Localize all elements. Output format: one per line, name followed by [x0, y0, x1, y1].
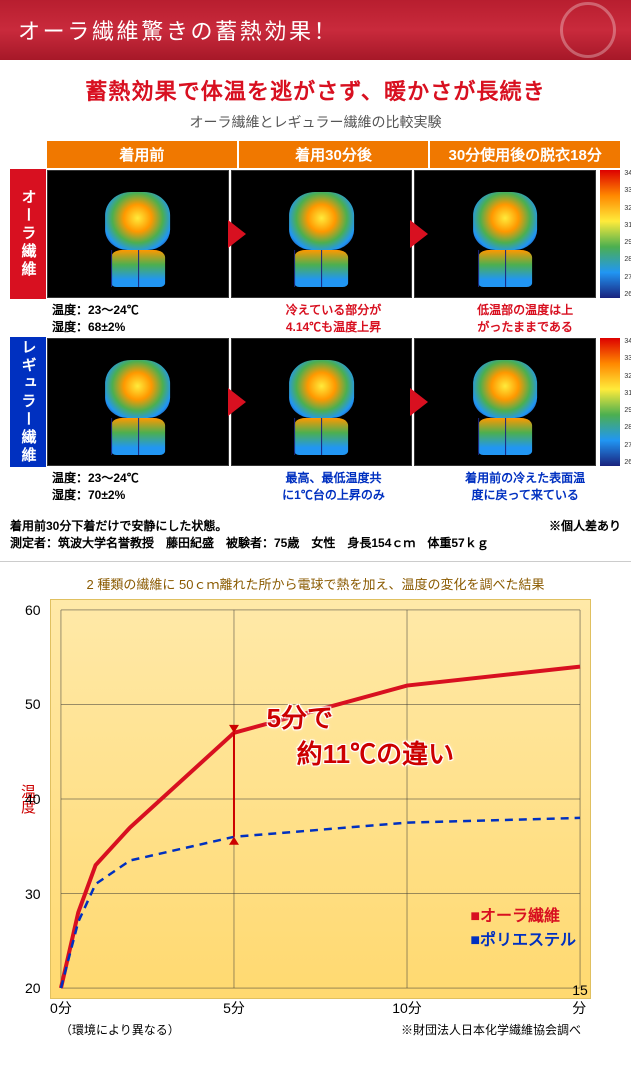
temperature-chart: 温度 5分で 約11℃の違い ■オーラ繊維 ■ポリエステル 2030405060… — [50, 599, 591, 999]
x-tick: 15分 — [572, 982, 588, 1018]
thermal-image — [47, 338, 229, 466]
col-header-2: 30分使用後の脱衣18分 — [429, 140, 621, 169]
x-tick: 10分 — [392, 998, 422, 1018]
thermal-image — [231, 338, 413, 466]
experiment-notes: 着用前30分下着だけで安静にした状態。 測定者：筑波大学名誉教授 藤田紀盛 被験… — [0, 513, 631, 555]
caption: 低温部の温度は上 がったままである — [429, 299, 621, 337]
caption: 温度：23〜24℃ 湿度：68±2% — [46, 299, 238, 337]
y-tick: 40 — [25, 791, 41, 807]
banner-header: オーラ繊維驚きの蓄熱効果！ — [0, 0, 631, 60]
note-line2: 測定者：筑波大学名誉教授 藤田紀盛 被験者：75歳 女性 身長154ｃｍ 体重5… — [10, 534, 489, 551]
note-line1: 着用前30分下着だけで安静にした状態。 — [10, 517, 489, 534]
thermal-image — [414, 170, 596, 298]
chart-title: 2 種類の繊維に 50ｃｍ離れた所から電球で熱を加え、温度の変化を調べた結果 — [0, 561, 631, 599]
caption: 最高、最低温度共 に1℃台の上昇のみ — [238, 467, 430, 505]
thermal-image — [47, 170, 229, 298]
thermal-image — [231, 170, 413, 298]
x-tick: 0分 — [50, 998, 72, 1018]
caption: 温度：23〜24℃ 湿度：70±2% — [46, 467, 238, 505]
temp-scale: 34.833.332.331.329.828.327.326.8 — [600, 338, 620, 466]
col-header-1: 着用30分後 — [238, 140, 430, 169]
temp-scale: 34.833.332.331.329.828.327.326.8 — [600, 170, 620, 298]
y-tick: 30 — [25, 886, 41, 902]
caption: 冷えている部分が 4.14℃も温度上昇 — [238, 299, 430, 337]
x-tick: 5分 — [223, 998, 245, 1018]
chart-footer-left: （環境により異なる） — [60, 1021, 180, 1038]
caption: 着用前の冷えた表面温 度に戻って来ている — [429, 467, 621, 505]
subheading-red: 蓄熱効果で体温を逃がさず、暖かさが長続き — [0, 60, 631, 112]
note-right: ※個人差あり — [549, 517, 621, 551]
y-tick: 50 — [25, 696, 41, 712]
y-tick: 20 — [25, 980, 41, 996]
row-label-1: レギュラー繊維 — [10, 337, 46, 467]
thermal-image — [414, 338, 596, 466]
row-label-0: オーラ繊維 — [10, 169, 46, 299]
chart-callout: 5分で 約11℃の違い — [267, 700, 455, 773]
chart-footer-right: ※財団法人日本化学繊維協会調べ — [401, 1021, 581, 1038]
col-header-0: 着用前 — [46, 140, 238, 169]
y-tick: 60 — [25, 602, 41, 618]
thermal-comparison: 着用前 着用30分後 30分使用後の脱衣18分 オーラ繊維 34.833.332.… — [0, 140, 631, 513]
chart-legend: ■オーラ繊維 ■ポリエステル — [470, 902, 576, 950]
subheading-gray: オーラ繊維とレギュラー繊維の比較実験 — [0, 112, 631, 140]
